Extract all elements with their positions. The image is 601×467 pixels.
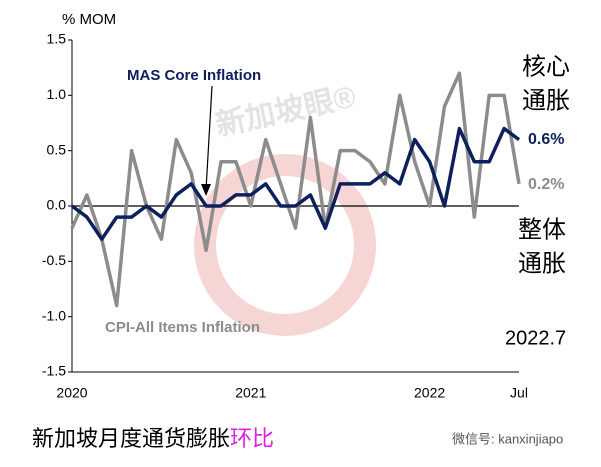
- y-axis-label: % MOM: [62, 11, 116, 28]
- caption-main: 新加坡月度通货膨胀: [32, 426, 230, 451]
- y-tick-label: -1.5: [42, 363, 66, 379]
- caption-highlight: 环比: [230, 426, 274, 451]
- cpi-side-2: 通胀: [518, 250, 566, 277]
- x-tick-label: 2022: [414, 385, 445, 401]
- wechat-id: 微信号: kanxinjiapo: [452, 431, 563, 446]
- series-line: [70, 126, 521, 241]
- x-tick-label: 2021: [235, 385, 266, 401]
- x-tick-label: Jul: [510, 385, 528, 401]
- y-tick-label: -0.5: [42, 252, 66, 268]
- caption: 新加坡月度通货膨胀环比: [32, 426, 274, 451]
- y-tick-label: 1.5: [47, 31, 67, 47]
- y-tick-label: -1.0: [42, 307, 66, 323]
- core-label: MAS Core Inflation: [127, 67, 261, 84]
- cpi-label: CPI-All Items Inflation: [105, 319, 260, 336]
- core-side-2: 通胀: [522, 87, 570, 114]
- core-side-1: 核心: [522, 53, 570, 80]
- annotation-arrow: [205, 85, 213, 191]
- arrow-head: [201, 184, 211, 196]
- x-tick-label: 2020: [56, 385, 87, 401]
- core-end-label: 0.6%: [528, 131, 564, 148]
- watermark: 新加坡眼®: [213, 80, 359, 142]
- cpi-side-1: 整体: [518, 216, 566, 243]
- y-tick-label: 0.5: [47, 141, 67, 157]
- cpi-end-label: 0.2%: [528, 176, 564, 193]
- period-label: 2022.7: [505, 327, 566, 349]
- y-tick-label: 0.0: [47, 197, 67, 213]
- watermark-logo: [194, 154, 376, 336]
- y-tick-label: 1.0: [47, 86, 67, 102]
